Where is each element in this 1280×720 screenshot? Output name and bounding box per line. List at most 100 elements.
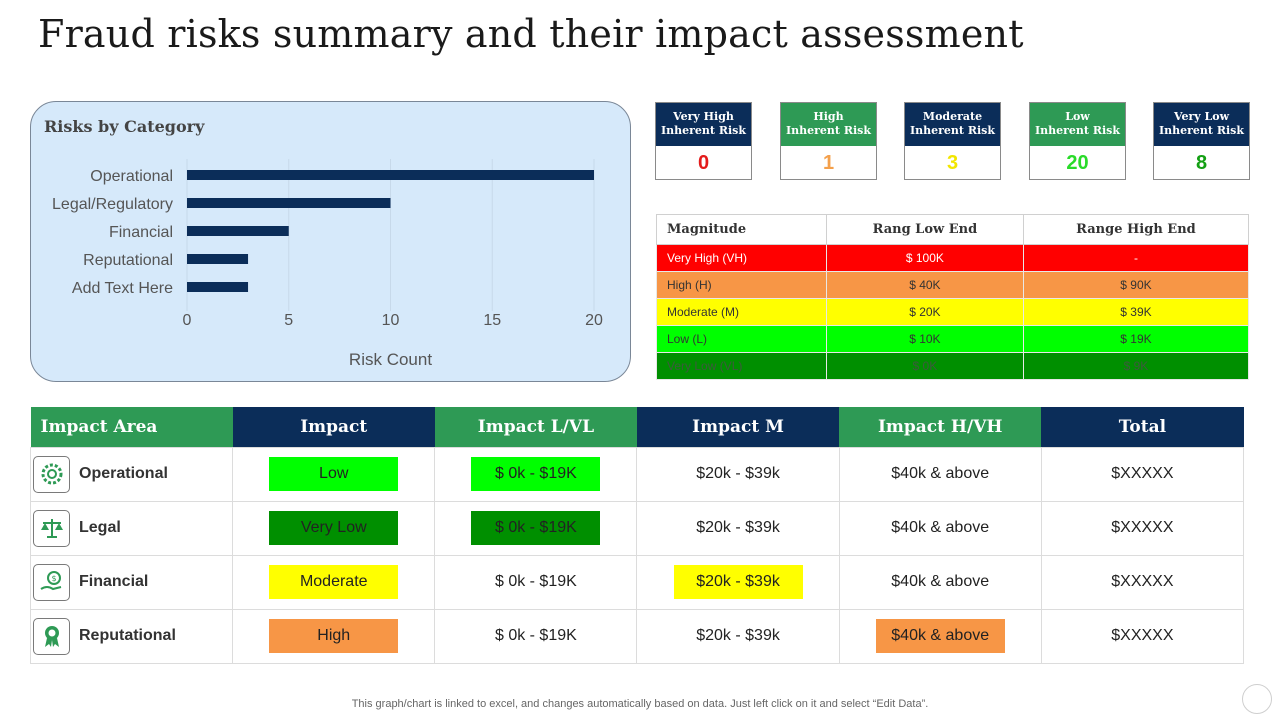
impact-area-label: Legal bbox=[79, 519, 121, 536]
impact-cell: Very Low bbox=[232, 500, 436, 556]
kpi-value: 3 bbox=[946, 152, 959, 174]
impact-lvl-cell: $ 0k - $19K bbox=[434, 500, 638, 556]
range-high-cell: $ 90K bbox=[1022, 271, 1250, 299]
kpi-label-line1: Very Low bbox=[1173, 110, 1230, 123]
impact-header-impact-h-vh: Impact H/VH bbox=[839, 407, 1042, 447]
impact-row-operational: Operational Low $ 0k - $19K $20k - $39k $40k… bbox=[29, 446, 1245, 502]
impact-hvh-cell: $40k & above bbox=[838, 554, 1042, 610]
magnitude-table: Magnitude Rang Low End Range High End Ve… bbox=[656, 214, 1250, 380]
bar-add-text-here[interactable] bbox=[187, 282, 249, 292]
total-cell: $XXXXX bbox=[1040, 554, 1245, 610]
x-tick-label: 20 bbox=[585, 312, 603, 329]
impact-m-cell: $20k - $39k bbox=[636, 608, 840, 664]
impact-table: Impact Area Impact Impact L/VL Impact M Impa… bbox=[29, 407, 1245, 664]
impact-header-impact: Impact bbox=[232, 407, 435, 447]
impact-header-impact-l-vl: Impact L/VL bbox=[434, 407, 637, 447]
kpi-label-line2: Inherent Risk bbox=[1035, 124, 1120, 137]
kpi-value: 0 bbox=[697, 152, 710, 174]
bar-reputational[interactable] bbox=[187, 254, 249, 264]
impact-cell: High bbox=[232, 608, 436, 664]
impact-header-impact-area: Impact Area bbox=[30, 407, 233, 447]
range-low-cell: $ 40K bbox=[825, 271, 1024, 299]
impact-hvh-cell: $40k & above bbox=[838, 446, 1042, 502]
magnitude-cell: Very High (VH) bbox=[656, 244, 827, 272]
x-tick-label: 10 bbox=[382, 312, 400, 329]
magnitude-row: Low (L) $ 10K $ 19K bbox=[656, 325, 1250, 353]
kpi-label: Low Inherent Risk bbox=[1030, 103, 1125, 146]
kpi-value: 8 bbox=[1195, 152, 1208, 174]
highlight-badge: $40k & above bbox=[875, 619, 1005, 653]
range-high-cell: $ 39K bbox=[1022, 298, 1250, 326]
bar-financial[interactable] bbox=[187, 226, 289, 236]
impact-cell: Moderate bbox=[232, 554, 436, 610]
total-cell: $XXXXX bbox=[1040, 608, 1245, 664]
impact-m-cell: $20k - $39k bbox=[636, 500, 840, 556]
impact-level-badge: High bbox=[269, 619, 399, 653]
impact-area-cell: $ Financial bbox=[29, 554, 234, 610]
corner-circle-button[interactable] bbox=[1242, 684, 1272, 714]
kpi-label-line2: Inherent Risk bbox=[910, 124, 995, 137]
risks-by-category-chart[interactable]: Risks by Category 0 5 10 15 20 Operational Leg… bbox=[30, 101, 631, 382]
kpi-label: High Inherent Risk bbox=[781, 103, 876, 146]
range-high-cell: $ 19K bbox=[1022, 325, 1250, 353]
scales-icon bbox=[33, 509, 70, 547]
impact-m-cell: $20k - $39k bbox=[636, 446, 840, 502]
impact-hvh-cell: $40k & above bbox=[838, 608, 1042, 664]
category-label: Add Text Here bbox=[72, 280, 173, 297]
kpi-label: Very Low Inherent Risk bbox=[1154, 103, 1249, 146]
svg-text:$: $ bbox=[51, 574, 56, 583]
range-low-cell: $ 100K bbox=[825, 244, 1024, 272]
magnitude-header: Magnitude bbox=[656, 214, 827, 245]
magnitude-cell: High (H) bbox=[656, 271, 827, 299]
category-label: Legal/Regulatory bbox=[52, 196, 173, 213]
total-cell: $XXXXX bbox=[1040, 446, 1245, 502]
impact-area-cell: Reputational bbox=[29, 608, 234, 664]
magnitude-cell: Very Low (VL) bbox=[656, 352, 827, 380]
bar-chart-svg: 0 5 10 15 20 Operational Legal/Regulatory Finan… bbox=[52, 159, 603, 369]
impact-level-badge: Low bbox=[269, 457, 399, 491]
impact-row-reputational: Reputational High $ 0k - $19K $20k - $39k $4… bbox=[29, 608, 1245, 664]
impact-row-financial: $ Financial Moderate $ 0k - $19K $20k - $39k… bbox=[29, 554, 1245, 610]
kpi-label: Very High Inherent Risk bbox=[656, 103, 751, 146]
impact-area-label: Financial bbox=[79, 573, 149, 590]
range-low-cell: $ 0K bbox=[825, 352, 1024, 380]
impact-row-legal: Legal Very Low $ 0k - $19K $20k - $39k $40k … bbox=[29, 500, 1245, 556]
impact-header-impact-m: Impact M bbox=[636, 407, 840, 447]
range-high-header: Range High End bbox=[1022, 214, 1250, 245]
bar-operational[interactable] bbox=[187, 170, 594, 180]
impact-hvh-cell: $40k & above bbox=[838, 500, 1042, 556]
magnitude-row: High (H) $ 40K $ 90K bbox=[656, 271, 1250, 299]
range-high-cell: - bbox=[1022, 244, 1250, 272]
highlight-badge: $20k - $39k bbox=[673, 565, 803, 599]
x-tick-label: 0 bbox=[183, 312, 192, 329]
impact-area-label: Reputational bbox=[79, 627, 176, 644]
gears-icon bbox=[33, 455, 70, 493]
kpi-label-line1: Moderate bbox=[922, 110, 983, 123]
range-low-header: Rang Low End bbox=[825, 214, 1024, 245]
range-low-cell: $ 10K bbox=[825, 325, 1024, 353]
highlight-badge: $ 0k - $19K bbox=[471, 457, 601, 491]
magnitude-cell: Low (L) bbox=[656, 325, 827, 353]
magnitude-row: Very Low (VL) $ 0K $ 9K bbox=[656, 352, 1250, 380]
impact-m-cell: $20k - $39k bbox=[636, 554, 840, 610]
impact-area-cell: Legal bbox=[29, 500, 234, 556]
kpi-very-high: Very High Inherent Risk 0 bbox=[655, 102, 752, 180]
page-title: Fraud risks summary and their impact ass… bbox=[38, 12, 1024, 56]
kpi-label-line2: Inherent Risk bbox=[661, 124, 746, 137]
kpi-label-line1: Low bbox=[1065, 110, 1090, 123]
footnote: This graph/chart is linked to excel, and… bbox=[351, 698, 929, 710]
bar-legal-regulatory[interactable] bbox=[187, 198, 391, 208]
x-axis-label: Risk Count bbox=[349, 350, 432, 369]
impact-area-cell: Operational bbox=[29, 446, 234, 502]
kpi-label-line1: High bbox=[813, 110, 844, 123]
category-label: Operational bbox=[90, 168, 173, 185]
highlight-badge: $ 0k - $19K bbox=[471, 511, 601, 545]
money-hand-icon: $ bbox=[33, 563, 70, 601]
magnitude-cell: Moderate (M) bbox=[656, 298, 827, 326]
total-cell: $XXXXX bbox=[1040, 500, 1245, 556]
magnitude-row: Very High (VH) $ 100K - bbox=[656, 244, 1250, 272]
impact-area-label: Operational bbox=[79, 465, 168, 482]
impact-lvl-cell: $ 0k - $19K bbox=[434, 554, 638, 610]
kpi-label: Moderate Inherent Risk bbox=[905, 103, 1000, 146]
category-label: Financial bbox=[109, 224, 173, 241]
